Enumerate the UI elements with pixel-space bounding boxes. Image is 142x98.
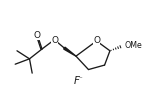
- Text: F: F: [74, 76, 80, 86]
- Polygon shape: [64, 47, 76, 56]
- Text: O: O: [93, 36, 100, 45]
- Text: O: O: [33, 31, 40, 40]
- Text: OMe: OMe: [124, 41, 142, 50]
- Text: ⁻: ⁻: [79, 76, 82, 82]
- Text: O: O: [51, 36, 58, 45]
